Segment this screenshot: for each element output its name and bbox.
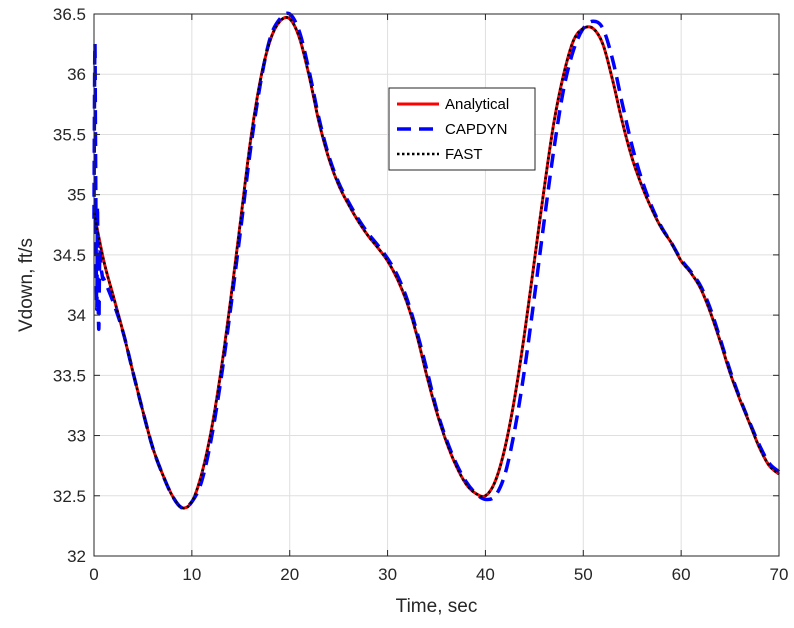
x-axis-label: Time, sec [396, 596, 478, 617]
legend-label-fast: FAST [445, 146, 483, 163]
x-tick-label: 70 [770, 565, 789, 584]
x-tick-label: 60 [672, 565, 691, 584]
x-tick-labels: 0 10 20 30 40 50 60 70 [89, 565, 788, 584]
x-tick-label: 20 [280, 565, 299, 584]
y-tick-label: 34 [67, 306, 86, 325]
legend-label-capdyn: CAPDYN [445, 121, 508, 138]
y-tick-label: 36.5 [53, 5, 86, 24]
x-tick-label: 10 [182, 565, 201, 584]
axes-box [93, 13, 780, 557]
series-layer [92, 11, 781, 510]
legend-label-analytical: Analytical [445, 96, 509, 113]
x-tick-label: 50 [574, 565, 593, 584]
y-tick-label: 32.5 [53, 487, 86, 506]
legend: Analytical CAPDYN FAST [388, 87, 536, 171]
series-line-capdyn [92, 11, 781, 510]
x-tick-label: 30 [378, 565, 397, 584]
y-tick-label: 32 [67, 547, 86, 566]
legend-box [388, 87, 536, 171]
y-tick-label: 33 [67, 427, 86, 446]
y-tick-label: 35.5 [53, 125, 86, 144]
series-line-fast [92, 16, 780, 510]
y-axis-label: Vdown, ft/s [16, 238, 37, 332]
y-tick-label: 33.5 [53, 366, 86, 385]
y-tick-label: 35 [67, 186, 86, 205]
x-tick-label: 0 [89, 565, 98, 584]
y-tick-label: 34.5 [53, 246, 86, 265]
y-tick-labels: 32 32.5 33 33.5 34 34.5 35 35.5 36 36.5 [53, 5, 86, 566]
x-tick-label: 40 [476, 565, 495, 584]
axis-ticks [93, 13, 780, 557]
y-tick-label: 36 [67, 65, 86, 84]
